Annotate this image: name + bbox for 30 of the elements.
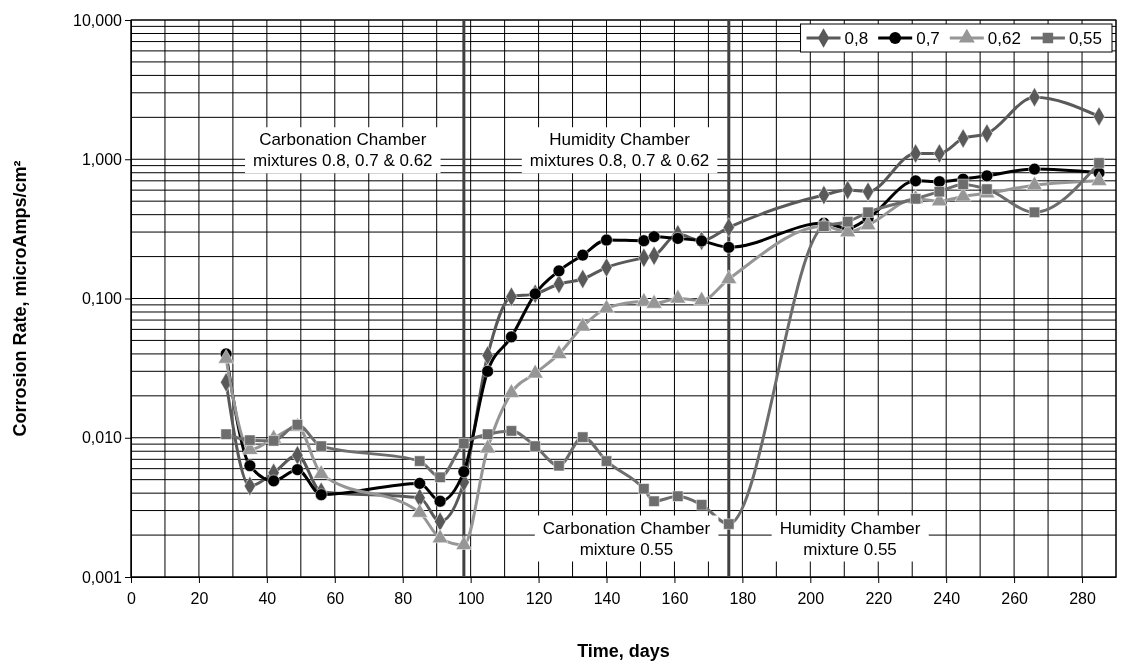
y-tick-label: 0,010 xyxy=(81,429,123,447)
x-tick-label: 280 xyxy=(1069,589,1096,607)
y-tick-label: 1,000 xyxy=(81,150,123,168)
x-tick-label: 240 xyxy=(933,589,961,607)
legend-label: 0,7 xyxy=(916,29,940,48)
x-tick-label: 20 xyxy=(190,589,209,607)
y-axis-title: Corrosion Rate, microAmps/cm² xyxy=(10,160,30,437)
x-tick-label: 200 xyxy=(797,589,825,607)
x-tick-label: 120 xyxy=(525,589,553,607)
x-tick-label: 180 xyxy=(729,589,757,607)
x-tick-label: 140 xyxy=(593,589,621,607)
x-tick-label: 0 xyxy=(127,589,137,607)
x-tick-label: 40 xyxy=(258,589,277,607)
x-tick-label: 100 xyxy=(457,589,485,607)
x-tick-label: 220 xyxy=(865,589,893,607)
annotation: Humidity Chamber mixtures 0.8, 0.7 & 0.62 xyxy=(529,130,710,171)
x-tick-label: 80 xyxy=(394,589,413,607)
legend-label: 0,62 xyxy=(987,29,1021,48)
y-tick-label: 0,100 xyxy=(81,290,123,308)
x-tick-label: 160 xyxy=(661,589,689,607)
annotation: Carbonation Chamber mixtures 0.8, 0.7 & 0.62 xyxy=(253,130,433,171)
y-tick-label: 0,001 xyxy=(81,568,123,586)
x-tick-label: 60 xyxy=(326,589,345,607)
y-tick-label: 10,000 xyxy=(73,11,123,29)
legend-label: 0,8 xyxy=(844,29,869,48)
annotation: Carbonation Chamber mixture 0.55 xyxy=(542,518,711,559)
x-tick-label: 260 xyxy=(1001,589,1029,607)
legend-label: 0,55 xyxy=(1068,29,1102,48)
annotation: Humidity Chamber mixture 0.55 xyxy=(779,518,921,559)
x-axis-title: Time, days xyxy=(577,641,670,661)
